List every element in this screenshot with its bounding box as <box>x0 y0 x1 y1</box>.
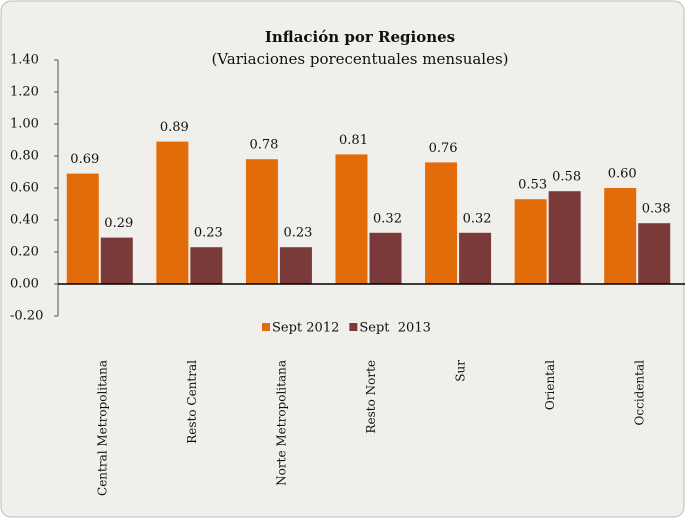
x-tick-label: Norte Metropolitana <box>274 360 288 486</box>
data-label: 0.76 <box>429 141 458 156</box>
y-tick-label: 0.80 <box>10 149 39 164</box>
y-tick-label: 0.20 <box>10 245 39 260</box>
bar <box>369 232 402 284</box>
legend-swatch <box>349 323 358 331</box>
bar <box>279 247 312 284</box>
y-tick-label: 0.00 <box>10 277 39 292</box>
x-tick-label: Resto Central <box>185 360 199 444</box>
chart-title: Inflación por Regiones <box>265 28 455 46</box>
data-label: 0.53 <box>518 178 547 193</box>
y-tick-label: 1.20 <box>10 85 39 100</box>
legend-swatch <box>262 323 270 331</box>
bar <box>459 232 492 284</box>
data-label: 0.23 <box>283 226 312 241</box>
data-label: 0.60 <box>608 167 637 182</box>
data-label: 0.32 <box>373 211 402 226</box>
bar <box>335 154 368 284</box>
bar <box>156 141 189 284</box>
x-tick-label: Central Metropolitana <box>95 360 109 496</box>
data-label: 0.81 <box>339 133 368 148</box>
chart-subtitle: (Variaciones porecentuales mensuales) <box>211 50 508 68</box>
bar <box>100 237 133 284</box>
bar <box>548 191 581 284</box>
x-tick-label: Occidental <box>633 360 647 426</box>
data-label: 0.89 <box>160 120 189 135</box>
y-tick-label: 1.00 <box>10 117 39 132</box>
data-label: 0.78 <box>249 138 278 153</box>
data-label: 0.69 <box>70 152 99 167</box>
data-label: 0.29 <box>104 216 133 231</box>
y-tick-label: 1.40 <box>10 53 39 68</box>
y-tick-label: 0.40 <box>10 213 39 228</box>
data-label: 0.32 <box>463 211 492 226</box>
bar <box>604 188 637 284</box>
x-tick-label: Oriental <box>543 360 557 410</box>
data-label: 0.38 <box>642 202 671 217</box>
legend-label: Sept 2013 <box>359 321 431 336</box>
data-label: 0.58 <box>552 170 581 185</box>
bar <box>245 159 278 284</box>
x-tick-label: Sur <box>454 360 468 382</box>
y-tick-label: -0.20 <box>10 309 43 324</box>
bar <box>66 173 99 284</box>
bar <box>638 223 671 284</box>
bar <box>190 247 223 284</box>
y-tick-label: 0.60 <box>10 181 39 196</box>
bar <box>514 199 547 284</box>
bar <box>425 162 458 284</box>
legend-label: Sept 2012 <box>272 321 339 336</box>
data-label: 0.23 <box>194 226 223 241</box>
x-tick-label: Resto Norte <box>364 360 378 434</box>
